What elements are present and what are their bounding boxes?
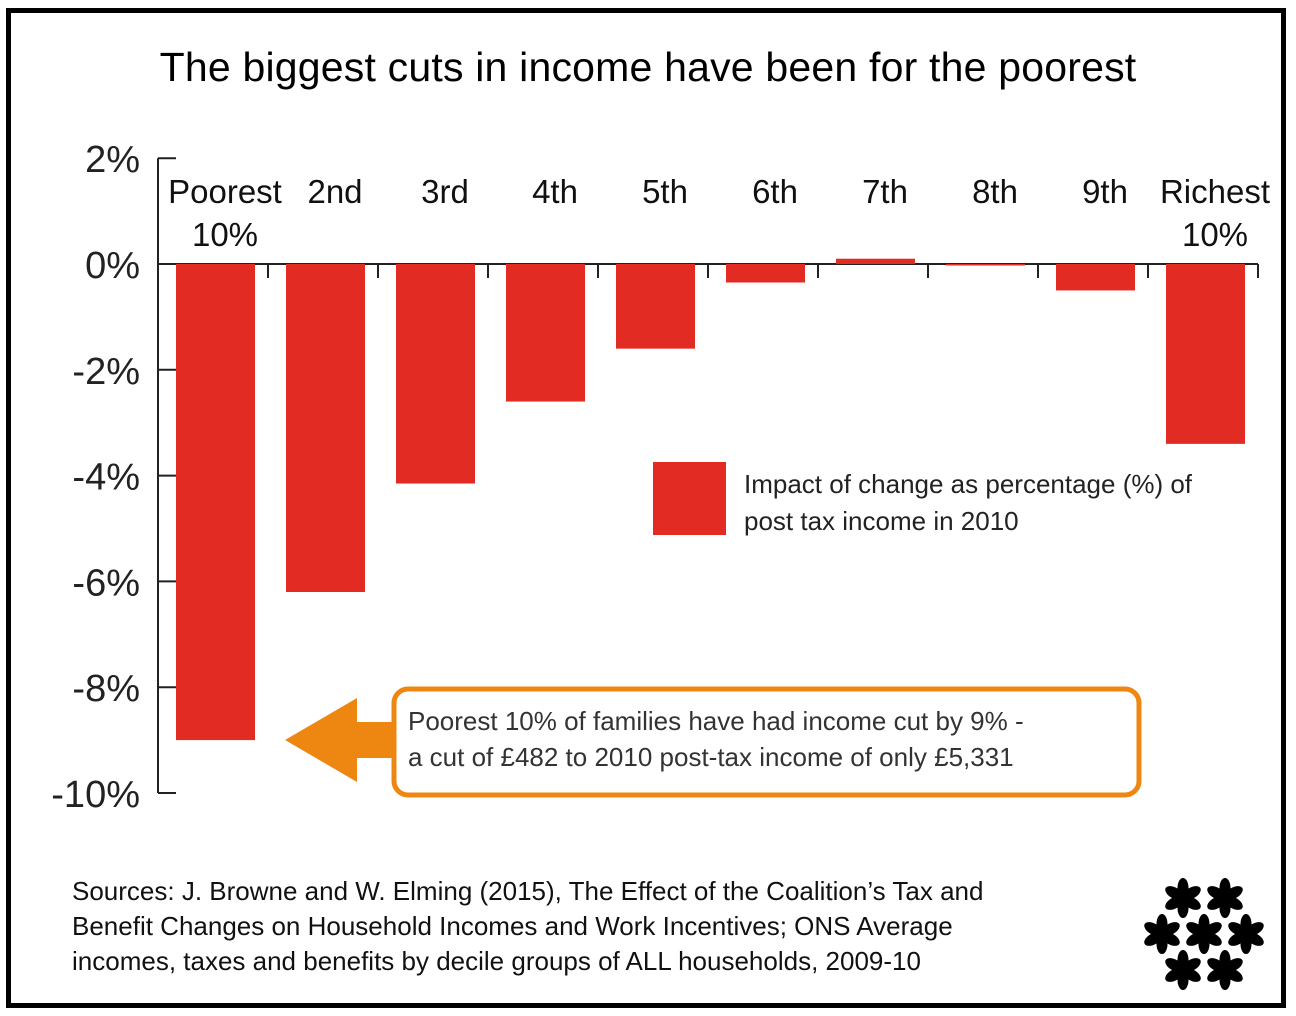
sources-line-2: Benefit Changes on Household Incomes and… (72, 911, 953, 941)
category-label: 7th (862, 173, 908, 210)
legend-label: Impact of change as percentage (%) of po… (744, 469, 1193, 536)
callout-box (391, 686, 1142, 798)
bars (176, 258, 1245, 741)
y-tick-label: -6% (72, 562, 140, 604)
y-tick-label: -4% (72, 457, 140, 499)
category-label: 9th (1082, 173, 1128, 210)
bar (506, 264, 585, 402)
sources-line-3: incomes, taxes and benefits by decile gr… (72, 946, 921, 976)
category-label: Richest (1160, 173, 1270, 210)
legend-swatch (653, 462, 726, 535)
sources-line-1: Sources: J. Browne and W. Elming (2015),… (72, 876, 984, 906)
category-label: 3rd (421, 173, 469, 210)
sources-note: Sources: J. Browne and W. Elming (2015),… (72, 874, 1132, 979)
callout-arrow-icon (285, 698, 392, 782)
category-label: 10% (1182, 216, 1248, 253)
category-label: Poorest (168, 173, 282, 210)
y-tick-label: -10% (51, 774, 140, 816)
y-tick-label: -2% (72, 351, 140, 393)
bar (1056, 264, 1135, 291)
category-label: 4th (532, 173, 578, 210)
y-tick-label: -8% (72, 668, 140, 710)
category-label: 5th (642, 173, 688, 210)
category-label: 10% (192, 216, 258, 253)
category-label: 2nd (307, 173, 362, 210)
bar (396, 264, 475, 484)
callout-line-1: Poorest 10% of families have had income … (408, 706, 1024, 736)
y-tick-label: 0% (85, 245, 140, 287)
bar (616, 264, 695, 349)
bar (726, 264, 805, 283)
category-label: 8th (972, 173, 1018, 210)
category-labels: Poorest 10% 2nd 3rd 4th 5th 6th 7th 8th 9th Riches… (168, 173, 1270, 253)
category-label: 6th (752, 173, 798, 210)
bar (176, 264, 255, 741)
callout-line-2: a cut of £482 to 2010 post-tax income of… (408, 742, 1014, 772)
y-tick-label: 2% (85, 139, 140, 181)
y-axis: 2% 0% -2% -4% -6% -8% -10% (51, 139, 1259, 816)
chart-title: The biggest cuts in income have been for… (159, 44, 1137, 90)
callout-text: Poorest 10% of families have had income … (408, 703, 1138, 775)
bar (836, 258, 915, 264)
flower-cluster-logo-icon (1144, 878, 1264, 990)
bar (946, 264, 1025, 266)
bar (286, 264, 365, 592)
callout (285, 686, 1142, 798)
bar (1166, 264, 1245, 444)
